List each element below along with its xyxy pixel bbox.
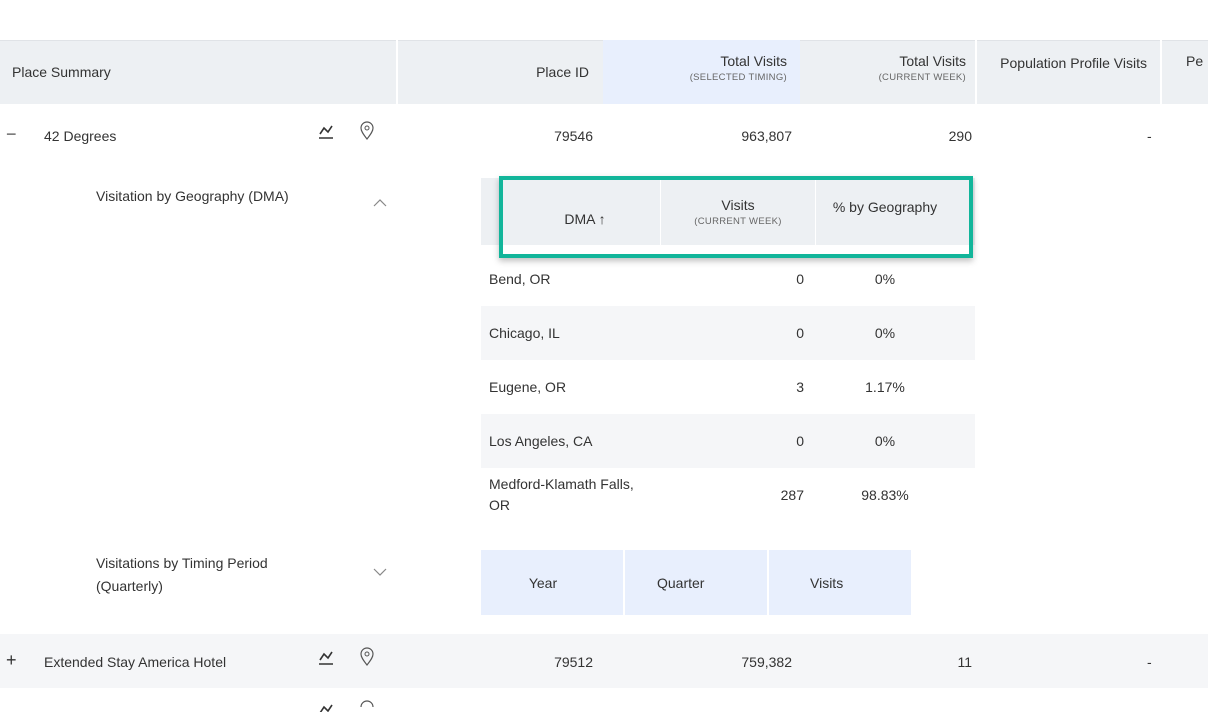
divider [660,180,661,246]
trend-icon[interactable] [319,651,333,665]
header-cell[interactable]: Quarter [657,575,705,591]
header-highlight [603,40,800,104]
cell: 290 [948,128,972,144]
divider [767,550,769,615]
toggle[interactable]: + [6,650,17,670]
cell: 0% [874,325,896,341]
cell: 0 [796,325,804,341]
row-bg [481,306,975,360]
cell: 79512 [554,654,593,670]
chevron-down[interactable] [372,567,388,577]
divider [975,40,977,104]
header-cell[interactable]: % by Geography [832,199,938,215]
row-icons [319,121,374,140]
place-name: Extended Stay America Hotel [44,654,227,670]
chevron-up[interactable] [372,198,388,208]
header-cell[interactable]: Pe [1186,53,1204,69]
section-title: Visitations by Timing Period (Quarterly) [96,555,268,594]
location-dot [364,651,370,657]
cell: 0 [796,433,804,449]
header-cell[interactable]: Place Summary [12,64,111,80]
header-cell[interactable]: Visits [810,575,844,591]
divider [1160,40,1162,104]
cell: - [1147,128,1152,144]
divider [396,40,398,104]
highlight-box [499,176,973,258]
row-icons-clipped [319,700,374,712]
cell: 0% [874,271,896,287]
header-cell[interactable]: Place ID [536,64,589,80]
sub-header [481,178,975,245]
header-sublabel: (CURRENT WEEK) [878,72,966,83]
place-name: 42 Degrees [44,128,117,144]
header-cell[interactable]: Population Profile Visits [1000,55,1147,71]
row-icons [319,647,374,666]
toggle[interactable]: − [6,124,17,144]
cell: 759,382 [741,654,792,670]
location-icon[interactable] [360,647,374,666]
cell: Chicago, IL [489,324,560,341]
section-title: Visitation by Geography (DMA) [96,188,289,204]
cell: 11 [957,654,972,670]
cell: - [1147,654,1152,670]
header-label: Total Visits [899,53,966,69]
header-label: Total Visits [720,53,787,69]
cell: 0% [874,433,896,449]
cell: 3 [796,379,804,395]
cell: 98.83% [861,487,909,503]
header-cell[interactable]: DMA ↑ [564,211,606,227]
cell: 79546 [554,128,593,144]
divider [623,550,625,615]
header-cell[interactable]: Total Visits (SELECTED TIMING) [605,53,787,83]
trend-icon[interactable] [319,125,333,139]
header-label: Visits [721,197,755,213]
header-sublabel: (CURRENT WEEK) [694,216,782,227]
cell: 287 [780,487,804,503]
cell: 0 [796,271,804,287]
row-bg [481,414,975,468]
cell: Bend, OR [489,270,551,287]
cell: 1.17% [865,379,905,395]
row-bg [0,634,1208,688]
header-cell[interactable]: Total Visits (CURRENT WEEK) [800,53,966,83]
cell: Los Angeles, CA [489,432,593,449]
cell: Eugene, OR [489,378,567,395]
location-icon[interactable] [360,121,374,140]
cell: 963,807 [741,128,792,144]
header-cell[interactable]: Year [528,575,558,591]
sub-header [481,550,911,615]
divider [815,180,816,246]
cell: Medford-Klamath Falls, OR [489,476,634,513]
location-dot [364,125,370,131]
header-sublabel: (SELECTED TIMING) [689,72,787,83]
header-cell[interactable]: Visits (CURRENT WEEK) [661,197,815,227]
